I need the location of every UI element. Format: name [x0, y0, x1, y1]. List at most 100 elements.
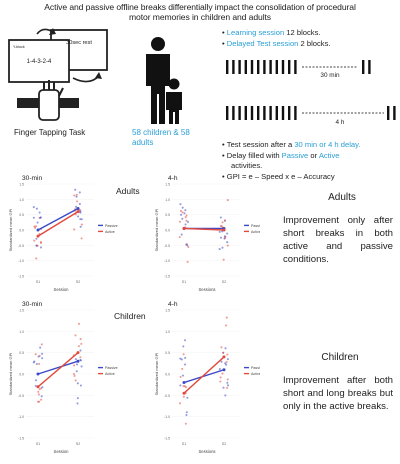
subject-point — [183, 363, 187, 366]
subject-point — [224, 347, 227, 350]
subject-point — [79, 338, 82, 341]
participants-icon — [146, 37, 182, 124]
mean-point — [222, 368, 226, 372]
learning-block — [281, 60, 285, 74]
poster-title: Active and passive offline breaks differ… — [0, 2, 400, 22]
chart-panel: 4-h1.5 1.0 0.5 0.0 -0.5 -1.0 -1.5 Standardized … — [154, 175, 260, 292]
subject-point — [75, 370, 78, 373]
block-timeline: 30 min 4 h — [226, 60, 396, 126]
subject-point — [226, 384, 230, 387]
mean-point — [36, 234, 40, 238]
mean-point — [76, 207, 80, 211]
y-tick-label: -1.5 — [164, 275, 170, 279]
subject-point — [178, 220, 181, 223]
subject-point — [221, 372, 224, 375]
learning-block — [232, 60, 235, 74]
group-label-children: Children — [114, 311, 146, 321]
y-tick-label: -0.5 — [164, 394, 170, 398]
y-tick-label: -1.0 — [164, 415, 170, 419]
subject-point — [183, 212, 186, 215]
task-screen — [8, 39, 70, 83]
subject-point — [224, 394, 227, 397]
y-axis-label: Standardized mean GPI — [8, 209, 13, 252]
subject-point — [74, 358, 77, 361]
mean-point — [76, 359, 80, 363]
legend-label: Passive — [251, 366, 260, 370]
x-tick-label: S2 — [76, 442, 80, 446]
subject-point — [186, 396, 189, 399]
subject-point — [222, 386, 225, 389]
subject-point — [75, 195, 78, 198]
participants-caption: 58 children & 58 adults — [132, 128, 190, 147]
subject-point — [218, 230, 221, 233]
group-label-adults: Adults — [116, 186, 140, 196]
learning-block — [275, 106, 278, 120]
label-30-min: 30 min — [320, 72, 340, 79]
subject-point — [79, 225, 82, 228]
y-tick-label: -1.5 — [18, 437, 24, 441]
subject-point — [38, 362, 41, 366]
mean-point — [222, 228, 226, 232]
subject-point — [77, 215, 80, 218]
subject-point — [184, 216, 187, 219]
legend-label: Active — [251, 372, 260, 376]
subject-point — [79, 210, 82, 213]
subject-point — [73, 374, 76, 377]
learning-block — [238, 60, 241, 74]
subject-point — [73, 194, 76, 197]
subject-point — [221, 230, 224, 233]
active-line — [37, 352, 79, 388]
timeline-30min — [226, 60, 371, 74]
subject-point — [35, 257, 38, 260]
y-tick-label: 0.5 — [165, 213, 170, 217]
subject-point — [226, 199, 229, 202]
y-tick-label: 0.0 — [19, 373, 24, 377]
y-tick-label: 1.0 — [19, 330, 24, 334]
x-tick-label: S2 — [222, 442, 226, 446]
subject-point — [39, 241, 42, 245]
subject-point — [78, 191, 81, 194]
session-bullets: • Learning session 12 blocks. • Delayed … — [222, 28, 330, 49]
subject-point — [186, 244, 189, 247]
subject-point — [78, 202, 81, 206]
y-tick-label: 0.5 — [165, 351, 170, 355]
x-tick-label: S2 — [76, 280, 80, 284]
subject-point — [39, 216, 42, 219]
subject-point — [219, 380, 222, 383]
subject-point — [181, 206, 184, 209]
subject-point — [226, 244, 229, 247]
learning-block — [263, 106, 266, 120]
subject-point — [219, 216, 222, 219]
subject-point — [76, 397, 79, 400]
subject-point — [180, 233, 183, 236]
active-line — [37, 211, 79, 237]
subject-point — [219, 224, 222, 228]
subject-point — [185, 219, 188, 222]
subject-point — [222, 351, 225, 354]
subject-point — [40, 343, 43, 346]
learning-block — [238, 106, 241, 120]
subject-point — [79, 218, 82, 221]
subject-point — [74, 188, 77, 191]
subject-point — [184, 422, 187, 425]
label-4-h: 4 h — [336, 119, 345, 126]
subject-point — [226, 232, 229, 235]
subject-point — [37, 390, 40, 393]
subject-point — [73, 364, 76, 367]
learning-block — [294, 106, 297, 120]
subject-point — [35, 362, 38, 366]
subject-point — [79, 356, 82, 359]
passive-line — [37, 360, 79, 375]
subject-point — [72, 372, 76, 376]
design-bullets: • Test session after a 30 min or 4 h del… — [222, 140, 360, 182]
y-tick-label: 0.0 — [165, 229, 170, 233]
x-axis-label: Sessions — [199, 449, 216, 454]
subject-point — [80, 237, 83, 240]
subject-point — [185, 413, 188, 417]
active-line — [183, 356, 225, 394]
subject-point — [79, 384, 82, 387]
summary-title-adults: Adults — [328, 192, 356, 203]
subject-point — [179, 203, 182, 206]
subject-point — [39, 246, 43, 249]
